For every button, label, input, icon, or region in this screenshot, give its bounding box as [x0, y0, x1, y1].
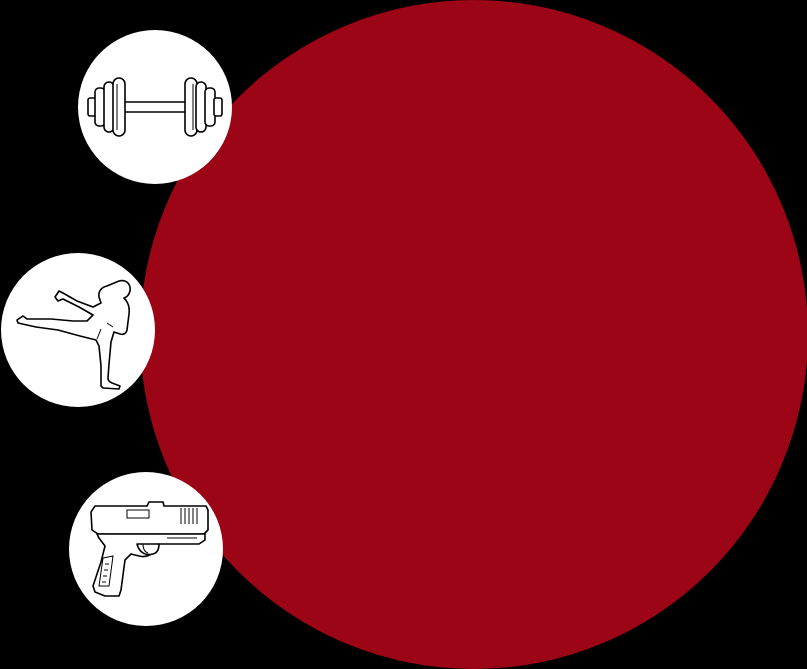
martial-arts-button[interactable]: [1, 253, 155, 407]
firearms-button[interactable]: [69, 472, 223, 626]
pistol-icon: [90, 501, 209, 597]
martial-arts-kick-icon: [16, 279, 131, 390]
gym-button[interactable]: [78, 30, 232, 184]
main-red-circle: [140, 0, 807, 669]
dumbbell-icon: [87, 77, 223, 137]
